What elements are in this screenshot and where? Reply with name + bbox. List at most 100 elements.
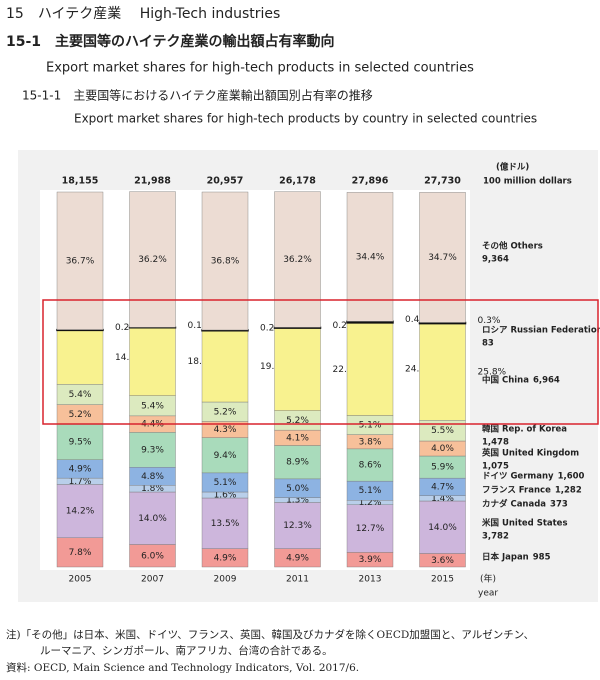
value-label: 5.2% [69,410,92,420]
value-label: 8.9% [286,458,309,468]
value-label: 7.8% [69,548,92,558]
value-label: 5.9% [431,463,454,473]
bar-segment [419,500,466,554]
value-label: 0.3% [478,316,501,326]
value-label: 4.9% [69,464,92,474]
value-label: 34.7% [428,253,457,263]
unit-label: (億ドル) [496,162,529,173]
value-label: 9.4% [214,451,237,461]
value-label: 5.1% [359,486,382,496]
value-label: 5.1% [214,478,237,488]
value-label: 4.8% [141,472,164,482]
value-label: 4.0% [431,444,454,454]
bar-segment [56,330,104,385]
bar-segment [56,537,104,568]
value-label: 0.2% [115,323,138,333]
value-label: 4.3% [214,425,237,435]
value-label: 14.2% [66,507,95,517]
value-label: 5.4% [141,401,164,411]
total-label: 18,155 [62,176,99,187]
value-label: 4.9% [286,553,309,563]
legend-amount: 6,964 [533,376,560,386]
value-label: 0.2% [260,324,283,334]
legend-amount: 9,364 [482,255,509,265]
section-title: 15 ハイテク産業 High-Tech industries [6,6,280,22]
value-label: 4.7% [431,482,454,492]
value-label: 1.4% [431,494,454,504]
legend-amount: 1,075 [482,462,509,472]
bar-segment [56,484,104,538]
source: 資料: OECD, Main Science and Technology In… [6,661,359,674]
value-label: 1.8% [141,484,164,494]
value-label: 1.6% [214,491,237,501]
total-label: 21,988 [134,176,171,187]
value-label: 13.5% [211,519,240,529]
x-tick-label: 2013 [359,575,382,585]
bar-segment [56,191,104,330]
value-label: 1.3% [286,496,309,506]
legend-label: ドイツ Germany [482,472,554,482]
bar-segment [274,445,321,480]
value-label: 14.0% [428,523,457,533]
legend-label: 英国 United Kingdom [481,448,579,459]
unit-label: 100 million dollars [483,177,572,187]
x-tick-label: 2007 [141,575,164,585]
bar-segment [346,448,394,482]
highlight-box [42,299,599,425]
legend-label: 中国 China [482,375,529,386]
value-label: 12.3% [283,521,312,531]
x-axis-label: (年) [480,573,496,585]
value-label: 3.9% [359,555,382,565]
value-label: 8.6% [359,461,382,471]
x-tick-label: 2009 [214,575,237,585]
value-label: 1.2% [359,498,382,508]
bar-segment [346,322,394,416]
total-label: 20,957 [207,176,244,187]
legend-label: 米国 United States [482,518,568,529]
value-label: 5.2% [214,407,237,417]
value-label: 34.4% [356,252,385,262]
x-tick-label: 2005 [69,575,92,585]
bar-segment [129,191,176,328]
value-label: 14.0% [138,514,167,524]
bar-segment [419,323,466,421]
value-label: 0.1% [188,321,211,331]
value-label: 1.7% [69,477,92,487]
legend-amount: 3,782 [482,532,509,542]
value-label: 4.9% [214,553,237,563]
bar-segment [201,330,249,403]
legend-amount: 373 [550,500,568,510]
bar-segment [274,502,321,549]
figure-title-en: Export market shares for high-tech produ… [74,112,537,126]
value-label: 0.2% [333,321,356,331]
bar-segment [419,192,466,323]
legend-label: カナダ Canada [482,499,546,510]
value-label: 5.2% [286,416,309,426]
bar-segment [201,437,249,474]
x-axis-label: year [478,589,498,599]
figure-title: 15-1-1 主要国等におけるハイテク産業輸出額国別占有率の推移 [22,88,373,103]
value-label: 9.3% [141,445,164,455]
total-label: 26,178 [279,176,316,187]
legend-label: その他 Others [482,241,543,252]
bar-segment [201,191,249,331]
legend-amount: 1,478 [482,438,509,448]
value-label: 5.0% [286,484,309,494]
bar-segment [129,491,176,545]
bar-segment [274,327,321,411]
legend-amount: 1,600 [558,472,585,482]
bar-segment [129,327,176,396]
x-tick-label: 2011 [286,575,309,585]
legend-label: ロシア Russian Federation [482,326,600,336]
value-label: 36.8% [211,257,240,267]
value-label: 36.2% [283,255,312,265]
value-label: 12.7% [356,524,385,534]
bar-segment [56,423,104,460]
value-label: 25.8% [478,368,507,378]
total-label: 27,730 [424,176,461,187]
value-label: 36.7% [66,256,95,266]
legend-amount: 985 [533,553,551,563]
bar-segment [346,320,394,324]
total-label: 27,896 [352,176,389,187]
